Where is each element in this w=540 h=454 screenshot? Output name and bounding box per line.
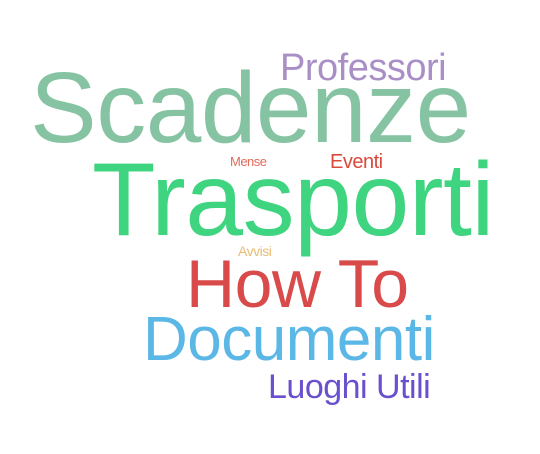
word-documenti: Documenti <box>143 309 435 371</box>
word-trasporti: Trasporti <box>92 148 494 252</box>
word-luoghi-utili: Luoghi Utili <box>268 370 430 404</box>
